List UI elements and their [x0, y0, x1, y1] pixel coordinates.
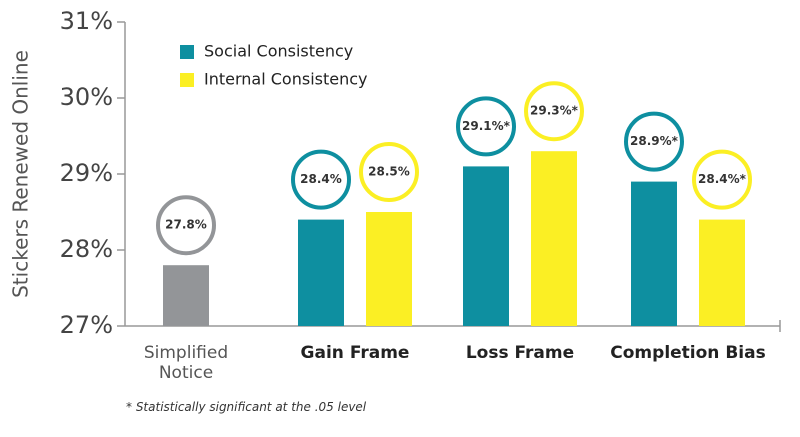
value-label-circle	[291, 149, 351, 210]
value-label: 29.3%*	[530, 104, 579, 118]
y-tick-label: 31%	[60, 7, 113, 35]
footnote: * Statistically significant at the .05 l…	[126, 400, 367, 414]
y-tick-label: 27%	[60, 311, 113, 339]
legend-label: Social Consistency	[204, 42, 353, 61]
legend-swatch	[180, 45, 194, 59]
y-tick-label: 30%	[60, 83, 113, 111]
x-tick-label: Simplified Notice	[143, 343, 229, 383]
bar	[631, 181, 677, 326]
bar	[298, 219, 344, 326]
bar	[699, 219, 745, 326]
value-label-circle	[524, 81, 584, 142]
value-label: 28.5%	[368, 165, 410, 179]
value-label: 28.4%	[300, 172, 342, 186]
value-label: 29.1%*	[462, 119, 511, 133]
value-label: 28.9%*	[630, 134, 679, 148]
legend-label: Internal Consistency	[204, 70, 368, 89]
bar	[366, 212, 412, 326]
value-label-circle	[359, 142, 419, 202]
x-tick-label: Completion Bias	[610, 343, 766, 363]
x-tick-label: Gain Frame	[300, 343, 410, 363]
value-label: 28.4%*	[698, 172, 747, 186]
legend-swatch	[180, 73, 194, 87]
bar	[163, 265, 209, 326]
y-tick-label: 28%	[60, 235, 113, 263]
value-label-circle	[456, 96, 516, 157]
bar	[463, 166, 509, 326]
bar	[531, 151, 577, 326]
y-axis-label: Stickers Renewed Online	[9, 50, 33, 298]
y-tick-label: 29%	[60, 159, 113, 187]
value-label: 27.8%	[165, 218, 207, 232]
value-label-circle	[692, 149, 752, 210]
value-label-circle	[624, 111, 684, 172]
value-label-circle	[156, 195, 216, 256]
x-tick-label: Loss Frame	[465, 343, 575, 363]
